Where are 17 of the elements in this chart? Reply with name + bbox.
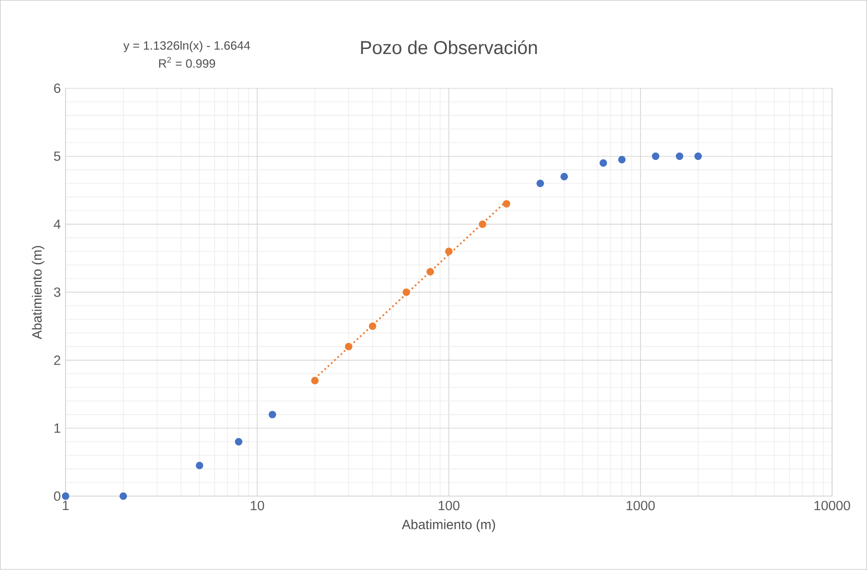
y-tick-label: 3 bbox=[54, 288, 60, 298]
text: R$^{2}$ = 0.999 bbox=[159, 57, 216, 68]
x-tick-label: 1000 bbox=[626, 500, 655, 510]
y-tick-label: 0 bbox=[54, 492, 60, 501]
x-tick-label: 10 bbox=[250, 500, 264, 510]
chart-title: Pozo de Observación bbox=[361, 40, 537, 54]
x-axis-title: Abatimiento (m) bbox=[402, 520, 496, 532]
y-tick-label: 1 bbox=[54, 424, 60, 433]
y-tick-label: 6 bbox=[54, 84, 60, 94]
y-tick-label: 5 bbox=[54, 152, 60, 162]
x-tick-label: 10000 bbox=[814, 500, 850, 510]
x-tick-label: 1 bbox=[62, 500, 69, 510]
x-tick-label: 100 bbox=[438, 500, 460, 510]
y-axis-title: Abatimiento (m) bbox=[32, 246, 44, 340]
y-tick-label: 4 bbox=[54, 220, 60, 229]
text: y = 1.1326ln(x) - 1.6644 bbox=[123, 41, 250, 52]
y-tick-label: 2 bbox=[54, 356, 60, 365]
